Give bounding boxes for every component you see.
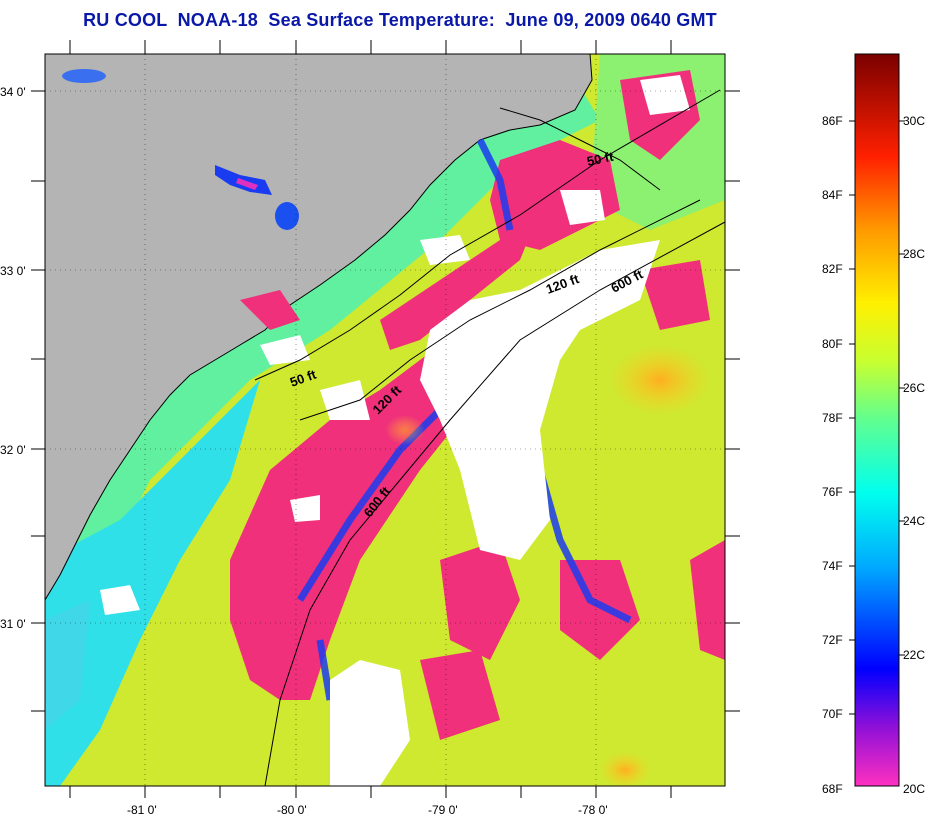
f-label-72: 72F (822, 633, 843, 647)
fahrenheit-labels: 86F 84F 82F 80F 78F 76F 74F 72F 70F 68F (822, 114, 843, 796)
c-label-22: 22C (903, 648, 925, 662)
lat-label-33: 33 0' (0, 264, 26, 278)
colorbar-frame (854, 53, 900, 787)
f-label-80: 80F (822, 337, 843, 351)
lon-label-79: -79 0' (428, 803, 458, 817)
lat-label-34: 34 0' (0, 85, 26, 99)
celsius-labels: 30C 28C 26C 24C 22C 20C (903, 114, 925, 796)
colorbar-gradient (855, 54, 899, 786)
f-label-76: 76F (822, 485, 843, 499)
cloud-cover (100, 75, 690, 786)
map-grid (45, 54, 725, 786)
lon-label-78: -78 0' (578, 803, 608, 817)
depth-contours (254, 89, 725, 786)
lat-label-31: 31 0' (0, 617, 26, 631)
contour-label-50ft-north: 50 ft (586, 149, 616, 169)
longitude-labels: -81 0' -80 0' -79 0' -78 0' (127, 803, 608, 817)
f-label-68: 68F (822, 782, 843, 796)
warm-core (610, 345, 710, 415)
f-label-84: 84F (822, 188, 843, 202)
sst-map-area: 50 ft 120 ft 600 ft 50 ft 120 ft 600 ft (45, 54, 725, 786)
axis-ticks (31, 40, 740, 798)
contour-50ft-north (499, 107, 661, 191)
c-label-24: 24C (903, 514, 925, 528)
contour-120ft (299, 199, 701, 421)
temperature-colorbar: 86F 84F 82F 80F 78F 76F 74F 72F 70F 68F … (822, 53, 925, 796)
c-label-20: 20C (903, 782, 925, 796)
lon-label-81: -81 0' (127, 803, 157, 817)
contour-600ft (264, 221, 725, 786)
lat-label-32: 32 0' (0, 443, 26, 457)
c-label-30: 30C (903, 114, 925, 128)
contour-50ft-south (254, 89, 721, 381)
map-frame (44, 53, 726, 787)
cyan-nearshore-water (45, 380, 260, 786)
f-label-74: 74F (822, 559, 843, 573)
f-label-86: 86F (822, 114, 843, 128)
latitude-labels: 34 0' 33 0' 32 0' 31 0' (0, 85, 26, 631)
lon-label-80: -80 0' (277, 803, 307, 817)
c-label-26: 26C (903, 381, 925, 395)
f-label-70: 70F (822, 707, 843, 721)
land-area (45, 54, 592, 600)
f-label-82: 82F (822, 262, 843, 276)
map-title: RU COOL NOAA-18 Sea Surface Temperature:… (83, 10, 717, 30)
f-label-78: 78F (822, 411, 843, 425)
c-label-28: 28C (903, 247, 925, 261)
